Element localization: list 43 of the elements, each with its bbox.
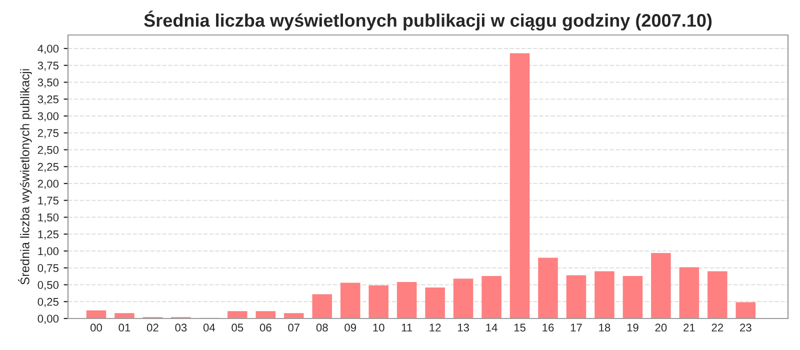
y-tick-label: 3,00 — [38, 112, 59, 122]
x-tick-label: 12 — [430, 324, 441, 332]
y-tick-label: 1,50 — [38, 214, 59, 223]
x-tick-label: 02 — [146, 324, 158, 332]
x-tick-label: 07 — [288, 324, 300, 332]
y-tick-label: 0,75 — [38, 264, 59, 274]
x-tick-label: 06 — [260, 324, 272, 332]
y-axis-title: Średnia liczba wyświetlonych publikacji — [18, 69, 32, 285]
y-tick-label: 0,25 — [38, 298, 59, 308]
x-tick-label: 05 — [232, 324, 244, 332]
x-tick-label: 08 — [316, 324, 328, 332]
x-tick-label: 23 — [740, 324, 752, 332]
chart-title: Średnia liczba wyświetlonych publikacji w ciągu godziny (2007.10) — [144, 10, 712, 30]
y-tick-label: 1,25 — [38, 230, 59, 240]
x-tick-label: 20 — [655, 324, 667, 332]
x-tick-label: 18 — [599, 324, 610, 332]
y-tick-label: 0,50 — [38, 281, 59, 290]
y-tick-label: 3,50 — [38, 78, 59, 88]
x-tick-label: 19 — [627, 324, 638, 332]
y-tick-label: 4,00 — [38, 44, 59, 54]
y-tick-label: 1,75 — [38, 196, 59, 206]
x-tick-label: 00 — [90, 324, 102, 332]
x-tick-label: 11 — [402, 324, 412, 332]
x-tick-label: 13 — [458, 324, 469, 332]
x-tick-label: 15 — [514, 324, 526, 332]
x-tick-label: 10 — [373, 324, 384, 332]
y-tick-label: 1,00 — [38, 247, 59, 256]
y-tick-label: 0,00 — [38, 314, 59, 324]
x-tick-label: 04 — [203, 324, 216, 332]
y-tick-label: 3,25 — [38, 95, 59, 105]
y-tick-label: 2,50 — [38, 146, 59, 156]
x-tick-label: 17 — [570, 324, 582, 332]
y-tick-label: 2,25 — [38, 162, 59, 172]
x-tick-label: 16 — [542, 324, 554, 332]
x-tick-label: 09 — [344, 324, 356, 332]
x-tick-label: 03 — [175, 324, 187, 332]
x-tick-label: 22 — [712, 324, 724, 332]
x-tick-label: 21 — [684, 324, 695, 332]
y-tick-label: 2,00 — [38, 180, 59, 189]
y-tick-label: 2,75 — [38, 129, 59, 138]
x-tick-label: 14 — [486, 324, 498, 332]
y-tick-label: 3,75 — [38, 62, 59, 71]
x-tick-label: 01 — [118, 324, 130, 332]
